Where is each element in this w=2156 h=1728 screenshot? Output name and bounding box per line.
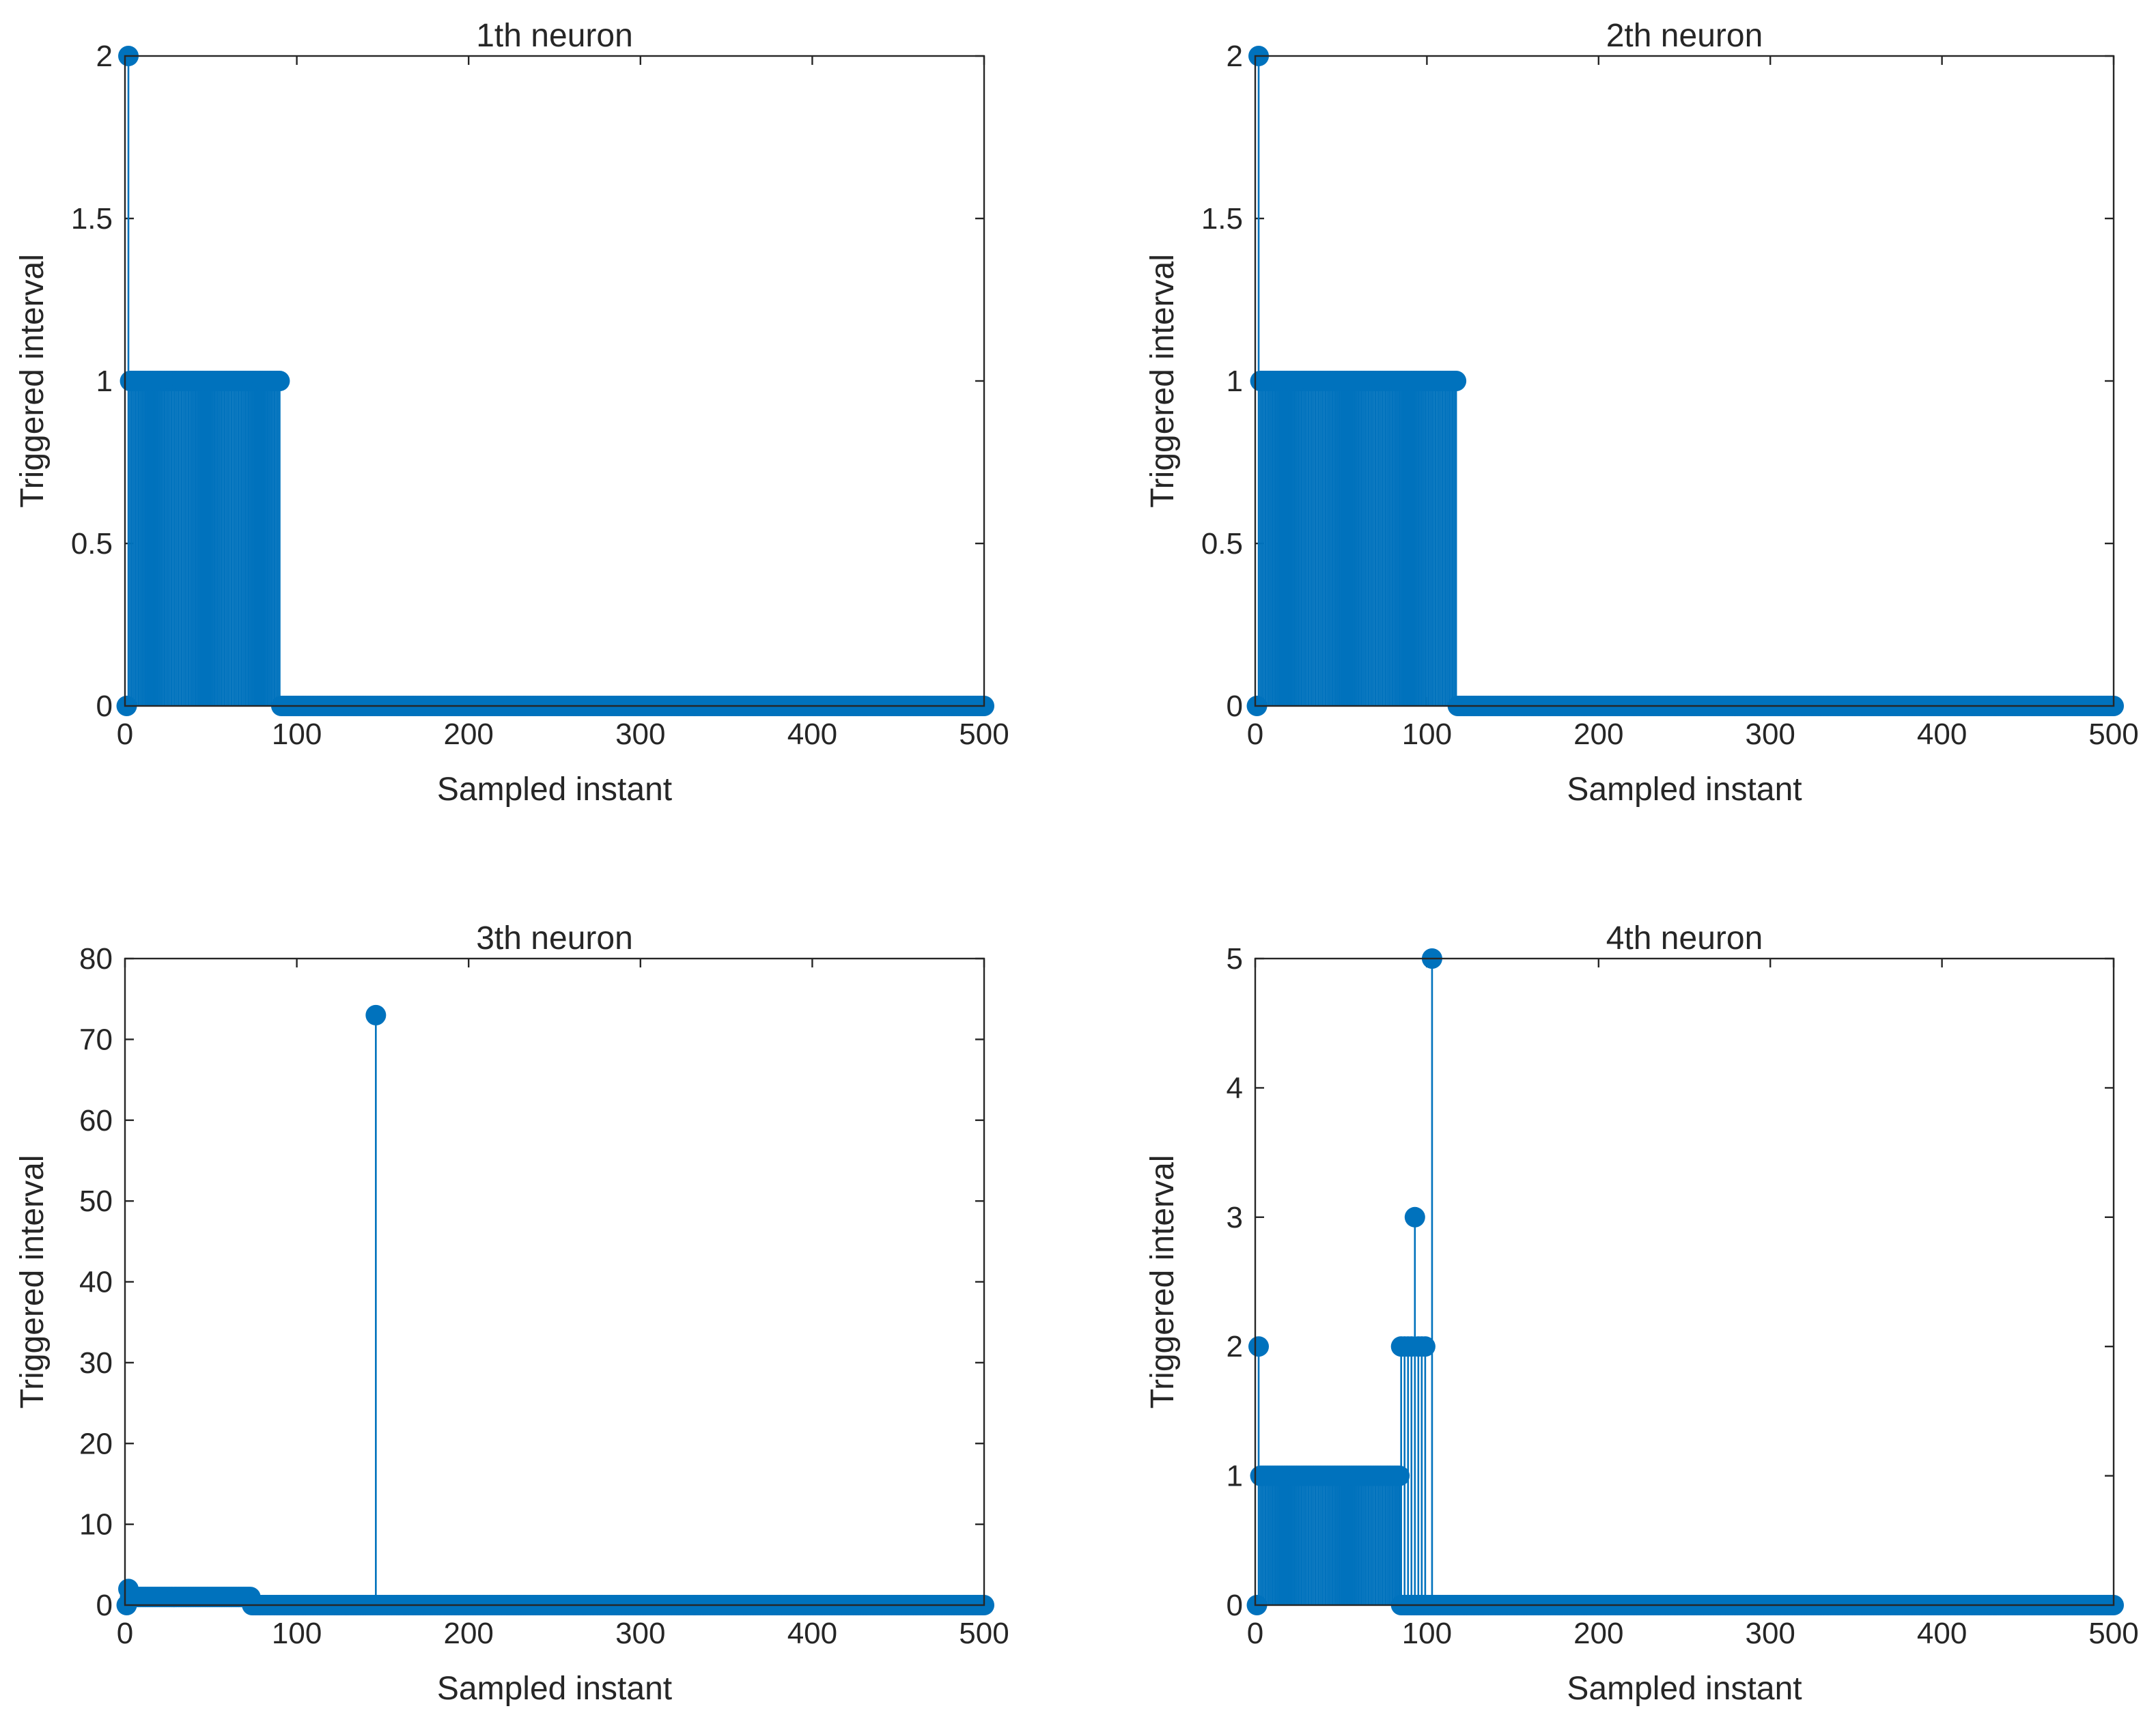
x-tick-label: 500: [2088, 1617, 2138, 1650]
y-tick-label: 1: [1227, 1460, 1243, 1493]
x-axis-label: Sampled instant: [437, 771, 672, 808]
x-tick-label: 300: [615, 718, 665, 751]
y-tick-label: 2: [1227, 40, 1243, 73]
stem-marker: [1414, 1336, 1436, 1357]
y-tick-label: 2: [96, 40, 113, 73]
y-tick-label: 1: [1227, 365, 1243, 398]
stem-series: [1246, 46, 2124, 716]
x-tick-label: 200: [1573, 1617, 1623, 1650]
y-tick-label: 0: [96, 1589, 113, 1622]
axes-box: [1254, 55, 2115, 707]
x-tick-label: 100: [272, 718, 322, 751]
y-tick-label: 20: [79, 1427, 113, 1460]
y-tick-label: 10: [79, 1508, 113, 1542]
x-tick-label: 0: [1247, 718, 1263, 751]
x-tick-label: 300: [1745, 718, 1795, 751]
x-tick-label: 100: [1402, 1617, 1452, 1650]
x-tick-label: 400: [1917, 718, 1967, 751]
subplot-title: 4th neuron: [1606, 920, 1763, 957]
y-tick-label: 80: [79, 942, 113, 976]
ticks: 0 100 200 300 400 500 0 0.5 1 1.5 2: [1201, 40, 2139, 751]
axes-box: [124, 55, 985, 707]
y-tick-label: 0.5: [71, 527, 113, 561]
x-tick-label: 200: [443, 718, 493, 751]
stem-marker: [1446, 371, 1467, 391]
y-tick-label: 0: [1227, 690, 1243, 723]
x-tick-label: 0: [117, 1617, 133, 1650]
y-tick-label: 70: [79, 1023, 113, 1056]
x-tick-label: 500: [959, 1617, 1009, 1650]
x-tick-label: 200: [443, 1617, 493, 1650]
axes-box: [124, 957, 985, 1606]
x-tick-label: 200: [1573, 718, 1623, 751]
subplot-4th-neuron: 4th neuron Sampled instant Triggered int…: [1145, 920, 2139, 1707]
y-tick-label: 2: [1227, 1330, 1243, 1363]
y-tick-label: 0: [1227, 1589, 1243, 1622]
stem-series: [1246, 948, 2124, 1615]
y-tick-label: 40: [79, 1266, 113, 1299]
stem-marker: [365, 1004, 387, 1025]
y-tick-label: 1.5: [71, 202, 113, 236]
y-axis-label: Triggered interval: [14, 1155, 51, 1409]
y-tick-label: 60: [79, 1104, 113, 1137]
subplot-3th-neuron: 3th neuron Sampled instant Triggered int…: [14, 920, 1009, 1707]
y-tick-label: 0.5: [1201, 527, 1243, 561]
x-tick-label: 500: [959, 718, 1009, 751]
axes-box: [1254, 957, 2115, 1606]
stem-marker: [1389, 1465, 1410, 1486]
ticks: 0 100 200 300 400 500 0 0.5 1 1.5 2: [71, 40, 1009, 751]
ticks: 0 100 200 300 400 500 0 10 20 30 40 50 60 70 80: [79, 942, 1009, 1650]
y-tick-label: 3: [1227, 1201, 1243, 1234]
x-tick-label: 400: [787, 1617, 837, 1650]
y-axis-label: Triggered interval: [14, 254, 51, 508]
x-tick-label: 100: [1402, 718, 1452, 751]
subplot-title: 1th neuron: [476, 18, 633, 54]
stem-series: [116, 1004, 994, 1615]
y-tick-label: 1: [96, 365, 113, 398]
x-tick-label: 400: [1917, 1617, 1967, 1650]
y-tick-label: 5: [1227, 942, 1243, 976]
y-tick-label: 4: [1227, 1071, 1243, 1105]
x-tick-label: 100: [272, 1617, 322, 1650]
x-tick-label: 300: [615, 1617, 665, 1650]
x-tick-label: 400: [787, 718, 837, 751]
x-tick-label: 300: [1745, 1617, 1795, 1650]
y-tick-label: 50: [79, 1185, 113, 1218]
y-axis-label: Triggered interval: [1145, 1155, 1181, 1409]
subplot-title: 2th neuron: [1606, 18, 1763, 54]
stem-marker: [1404, 1206, 1425, 1228]
stem-marker: [1248, 1336, 1270, 1357]
subplot-title: 3th neuron: [476, 920, 633, 957]
x-axis-label: Sampled instant: [437, 1671, 672, 1707]
x-tick-label: 500: [2088, 718, 2138, 751]
stem-series: [116, 46, 994, 716]
x-tick-label: 0: [1247, 1617, 1263, 1650]
subplot-2th-neuron: 2th neuron Sampled instant Triggered int…: [1145, 18, 2139, 808]
subplot-1th-neuron: 1th neuron Sampled instant Triggered int…: [14, 18, 1009, 808]
y-tick-label: 0: [96, 690, 113, 723]
x-tick-label: 0: [117, 718, 133, 751]
stem-marker: [269, 371, 290, 391]
x-axis-label: Sampled instant: [1567, 771, 1802, 808]
x-axis-label: Sampled instant: [1567, 1671, 1802, 1707]
y-tick-label: 30: [79, 1346, 113, 1380]
y-axis-label: Triggered interval: [1145, 254, 1181, 508]
y-tick-label: 1.5: [1201, 202, 1243, 236]
